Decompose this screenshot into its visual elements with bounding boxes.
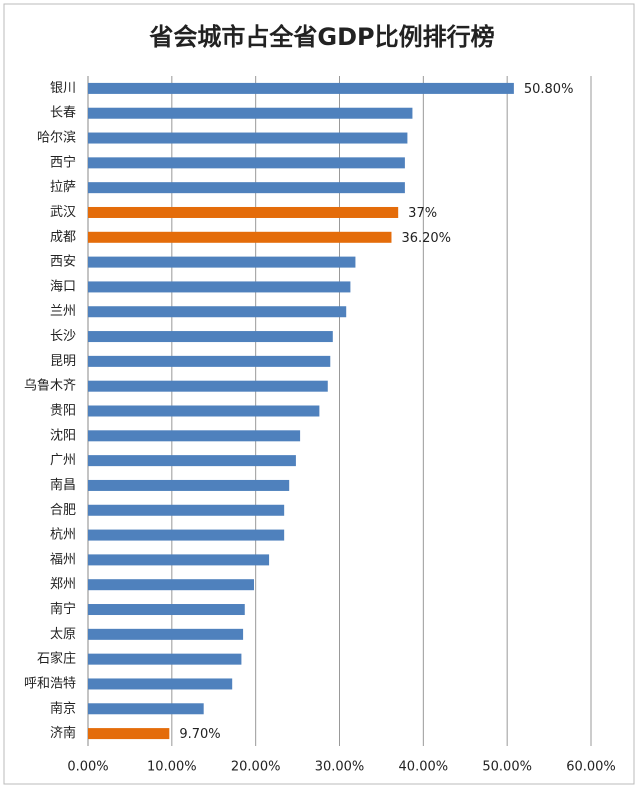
y-tick-label: 南昌 [50, 477, 76, 493]
bar [88, 82, 514, 94]
y-tick-label: 南宁 [50, 601, 76, 617]
y-tick-label: 成都 [50, 230, 76, 245]
data-label: 9.70% [179, 727, 220, 742]
bar [88, 331, 333, 343]
bar [88, 678, 233, 690]
chart-frame [3, 3, 635, 785]
data-label: 50.80% [524, 82, 574, 97]
y-tick-label: 乌鲁木齐 [24, 378, 76, 394]
y-tick-label: 福州 [50, 552, 76, 567]
bar [88, 430, 301, 442]
bar [88, 728, 170, 740]
y-tick-label: 昆明 [50, 354, 76, 369]
y-tick-label: 呼和浩特 [24, 676, 76, 691]
bar [88, 455, 296, 467]
y-tick-label: 海口 [50, 279, 76, 294]
y-tick-label: 济南 [50, 725, 76, 741]
x-tick-label: 0.00% [67, 760, 108, 775]
bar [88, 405, 320, 417]
bar [88, 380, 328, 392]
bar [88, 107, 413, 119]
bar [88, 281, 351, 293]
y-tick-label: 西宁 [50, 154, 76, 170]
bar [88, 579, 254, 591]
y-tick-label: 长春 [50, 106, 76, 121]
data-label: 36.20% [401, 231, 451, 246]
y-tick-label: 杭州 [50, 528, 76, 543]
y-tick-label: 太原 [50, 627, 76, 642]
y-tick-label: 拉萨 [50, 180, 76, 195]
y-tick-label: 南京 [50, 700, 76, 716]
y-tick-label: 西安 [50, 255, 76, 270]
y-tick-label: 兰州 [50, 304, 76, 319]
bar [88, 479, 290, 491]
bar [88, 157, 405, 169]
x-tick-label: 30.00% [315, 760, 365, 775]
y-tick-label: 银川 [50, 81, 76, 96]
bar [88, 355, 331, 367]
data-label: 37% [408, 206, 437, 221]
bar [88, 231, 392, 243]
bar [88, 703, 204, 715]
y-tick-label: 武汉 [50, 205, 76, 220]
bar [88, 653, 242, 665]
bar [88, 306, 347, 318]
bar [88, 182, 405, 194]
y-tick-label: 沈阳 [50, 428, 76, 443]
x-tick-label: 50.00% [482, 760, 532, 775]
y-tick-label: 长沙 [50, 329, 76, 344]
x-tick-label: 10.00% [147, 760, 197, 775]
x-tick-label: 40.00% [399, 760, 449, 775]
bar [88, 256, 356, 268]
bar [88, 628, 244, 640]
x-tick-label: 20.00% [231, 760, 281, 775]
chart-title: 省会城市占全省GDP比例排行榜 [148, 23, 494, 51]
bar [88, 132, 408, 144]
y-tick-label: 哈尔滨 [37, 130, 76, 146]
y-tick-label: 贵阳 [50, 404, 76, 419]
bar [88, 206, 399, 218]
bar [88, 604, 245, 616]
y-tick-label: 郑州 [50, 577, 76, 592]
bar [88, 554, 270, 566]
y-tick-label: 石家庄 [37, 651, 76, 667]
y-tick-label: 广州 [50, 453, 76, 468]
bar [88, 504, 285, 516]
x-tick-label: 60.00% [566, 760, 616, 775]
bar [88, 529, 285, 541]
y-tick-label: 合肥 [50, 503, 76, 518]
